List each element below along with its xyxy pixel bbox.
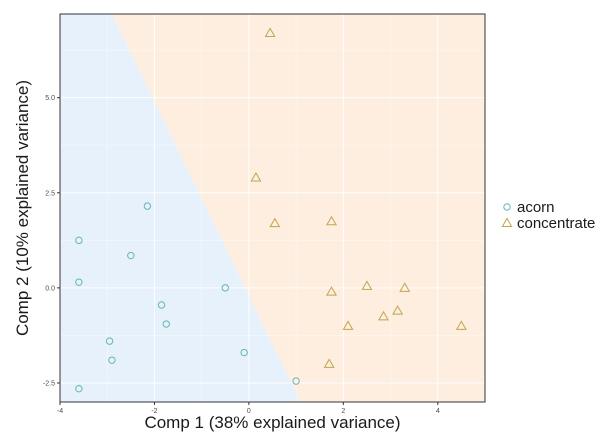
axes: -4 -2 0 2 4 -2.5 0.0 2.5 5.0 xyxy=(43,13,486,415)
x-tick-label: 0 xyxy=(247,408,251,415)
x-axis-title: Comp 1 (38% explained variance) xyxy=(144,413,400,432)
point-acorn xyxy=(157,301,166,309)
legend: acorn concentrate xyxy=(501,199,595,232)
point-acorn xyxy=(240,348,248,357)
point-concentrate xyxy=(392,305,404,315)
point-concentrate xyxy=(250,171,262,182)
point-concentrate xyxy=(269,217,281,228)
data-points xyxy=(75,27,467,393)
point-concentrate xyxy=(264,27,276,37)
point-acorn xyxy=(105,337,114,345)
legend-label-acorn: acorn xyxy=(517,199,555,216)
y-axis-title: Comp 2 (10% explained variance) xyxy=(13,80,32,336)
y-tick-label: 2.5 xyxy=(45,190,55,197)
y-tick-label: -2.5 xyxy=(43,380,55,387)
point-concentrate xyxy=(326,215,337,226)
point-acorn xyxy=(75,278,83,286)
plot-area xyxy=(60,14,485,402)
plot-frame xyxy=(59,13,486,403)
y-tick-label: 0.0 xyxy=(45,285,55,292)
grid xyxy=(60,14,485,402)
legend-marker-acorn xyxy=(503,203,511,211)
point-acorn xyxy=(127,251,135,260)
point-acorn xyxy=(221,284,229,292)
region-acorn xyxy=(60,14,301,402)
x-tick-label: 2 xyxy=(341,408,345,415)
legend-item-acorn: acorn xyxy=(503,199,555,216)
point-concentrate xyxy=(326,286,337,296)
point-concentrate xyxy=(361,280,373,290)
point-concentrate xyxy=(399,282,411,292)
point-acorn xyxy=(75,236,83,245)
point-acorn xyxy=(143,202,152,210)
point-acorn xyxy=(162,320,170,328)
point-concentrate xyxy=(323,358,335,368)
point-acorn xyxy=(75,384,83,393)
y-tick-label: 5.0 xyxy=(45,95,55,102)
x-tick-label: -4 xyxy=(57,408,63,415)
region-concentrate xyxy=(111,14,485,402)
legend-label-concentrate: concentrate xyxy=(517,215,595,232)
x-tick-label: 4 xyxy=(436,408,440,415)
point-acorn xyxy=(292,377,300,385)
point-concentrate xyxy=(378,310,389,321)
legend-marker-concentrate xyxy=(501,217,513,227)
point-concentrate xyxy=(342,320,354,330)
point-concentrate xyxy=(455,320,467,330)
decision-regions xyxy=(60,14,485,402)
x-tick-label: -2 xyxy=(151,408,157,415)
legend-item-concentrate: concentrate xyxy=(501,215,595,232)
point-acorn xyxy=(108,356,116,364)
